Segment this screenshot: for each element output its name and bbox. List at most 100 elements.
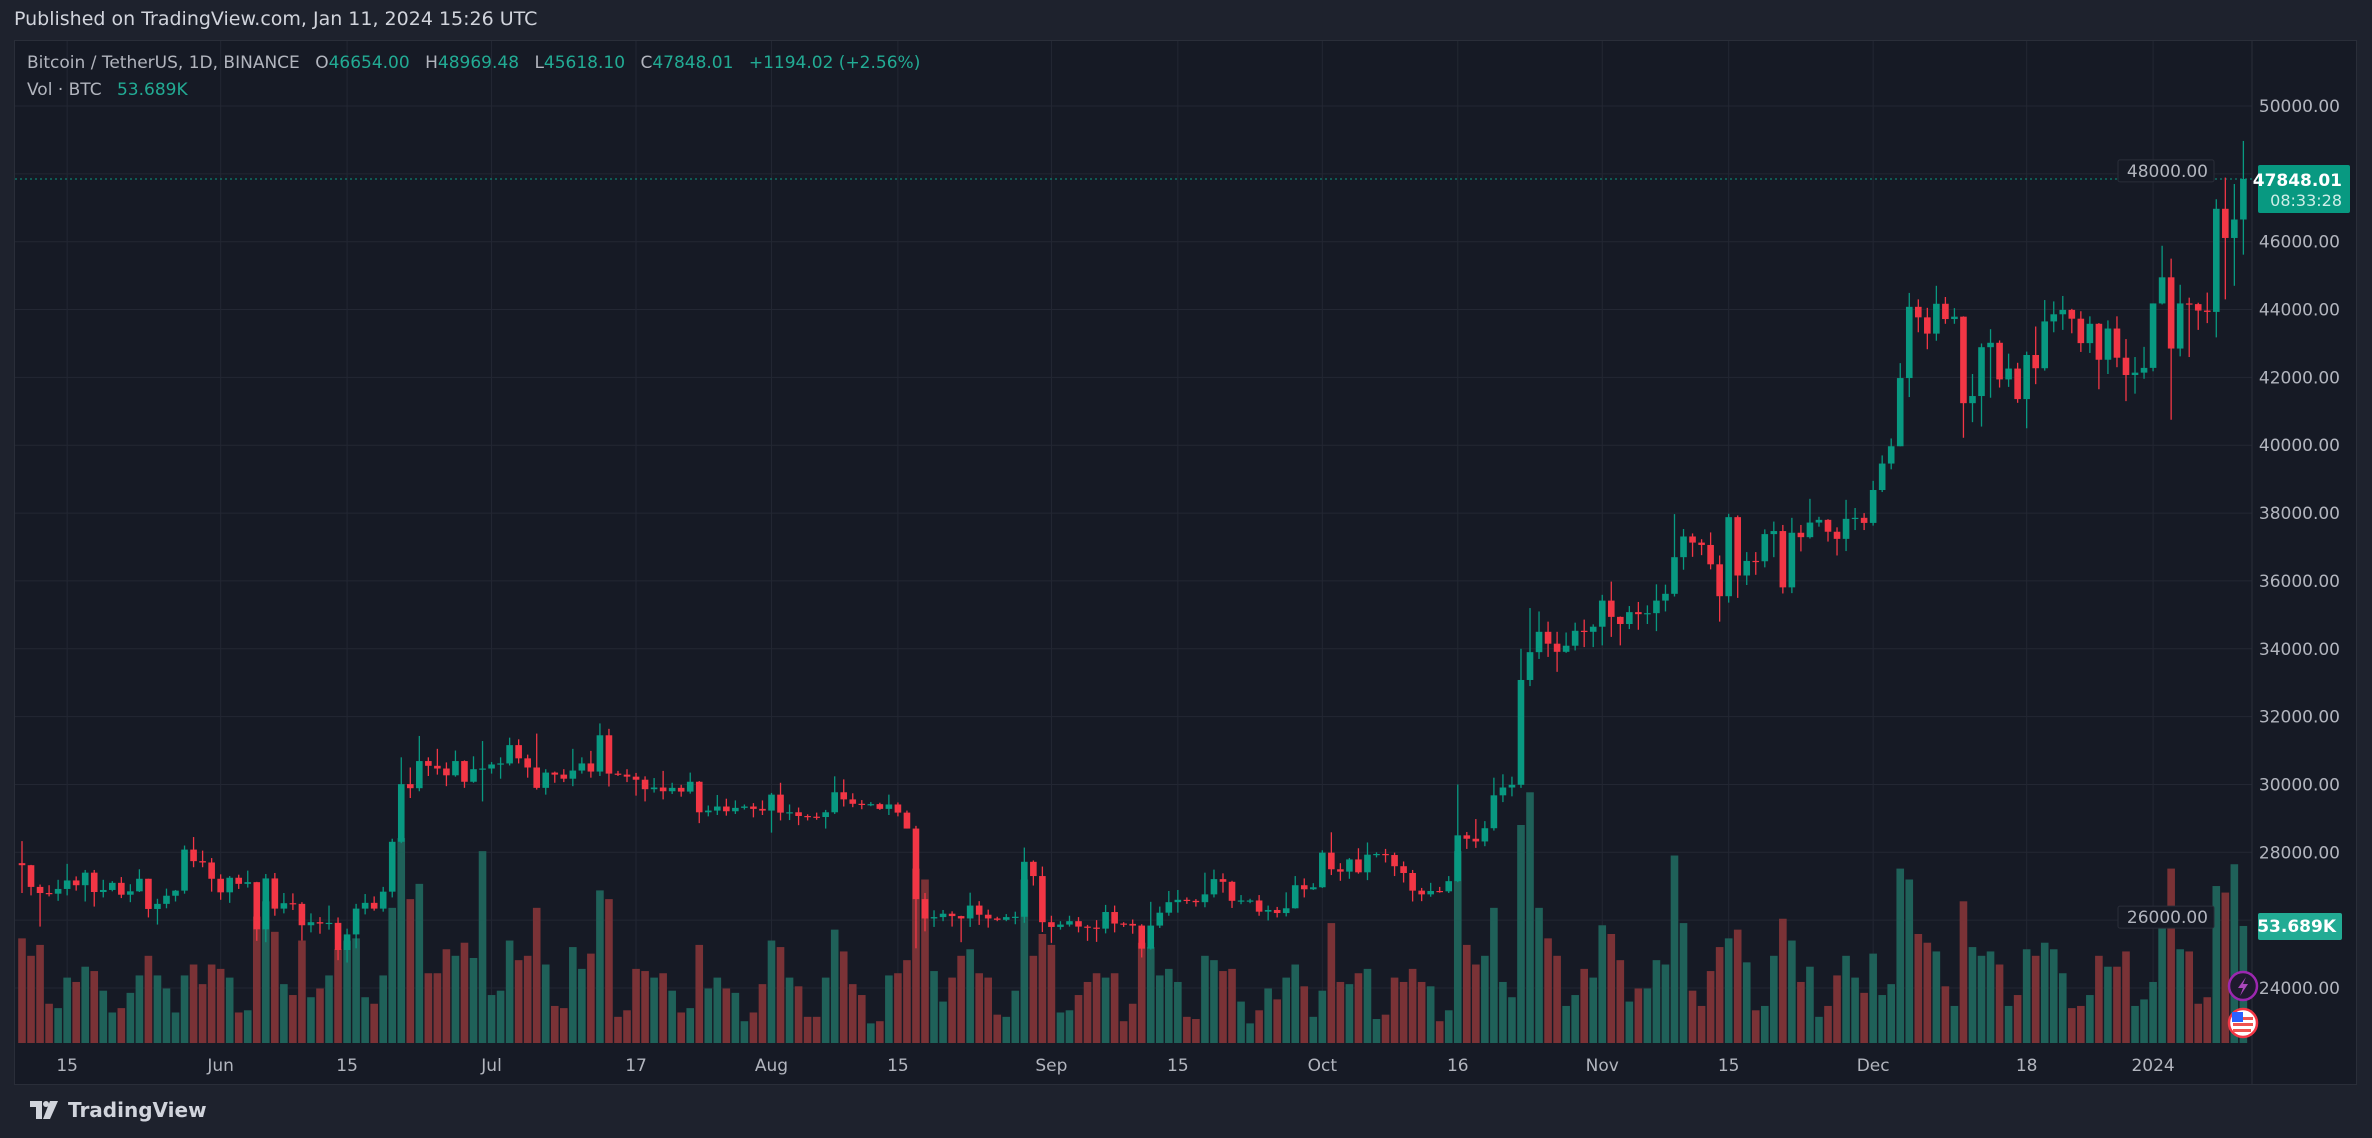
candle-body bbox=[2122, 357, 2130, 376]
candle bbox=[858, 800, 866, 810]
volume-bar bbox=[1779, 918, 1787, 1043]
candle-body bbox=[289, 903, 297, 905]
candle bbox=[903, 810, 911, 829]
candle bbox=[2113, 316, 2121, 368]
volume-bar bbox=[1724, 938, 1733, 1043]
candle-body bbox=[1400, 866, 1407, 874]
candle bbox=[1626, 606, 1633, 630]
candle bbox=[2077, 311, 2085, 352]
candle-body bbox=[1147, 925, 1155, 949]
volume-bar bbox=[469, 957, 478, 1043]
candle-body bbox=[596, 735, 604, 772]
high-label: H bbox=[425, 53, 438, 73]
volume-bar bbox=[1878, 995, 1886, 1043]
change-value: +1194.02 (+2.56%) bbox=[748, 53, 921, 73]
candle-body bbox=[1436, 890, 1444, 893]
candle bbox=[1960, 316, 1967, 438]
candle-body bbox=[966, 905, 974, 919]
candle bbox=[849, 793, 857, 808]
volume-bar bbox=[1977, 955, 1986, 1043]
ohlc-row: Bitcoin / TetherUS, 1D, BINANCE O46654.0… bbox=[27, 50, 920, 77]
candle-body bbox=[813, 816, 820, 818]
candle-body bbox=[1797, 532, 1805, 538]
candle-body bbox=[2194, 304, 2202, 311]
candle bbox=[921, 893, 929, 932]
volume-bar bbox=[1589, 977, 1598, 1043]
candle bbox=[18, 841, 26, 894]
volume-bar bbox=[2031, 955, 2040, 1043]
price-axis[interactable]: 50000.00 48000.00 46000.00 44000.00 42000.00… bbox=[2117, 97, 2340, 999]
volume-bar bbox=[1363, 968, 1372, 1043]
candle bbox=[1671, 514, 1678, 597]
volume-bar bbox=[1715, 947, 1724, 1043]
candle-body bbox=[1806, 522, 1814, 538]
candle-body bbox=[1048, 922, 1055, 927]
volume-bar bbox=[1706, 971, 1715, 1043]
candle-body bbox=[732, 807, 739, 812]
volume-bar bbox=[578, 968, 586, 1043]
candle-body bbox=[2149, 303, 2157, 368]
time-tick-label: 15 bbox=[336, 1056, 358, 1076]
time-axis[interactable]: 15 Jun 15 Jul 17 Aug 15 Sep 15 Oct 16 Nov 15 Dec 18 202… bbox=[56, 1056, 2174, 1076]
open-label: O bbox=[315, 53, 329, 73]
candle bbox=[2023, 351, 2030, 429]
symbol-name[interactable]: Bitcoin / TetherUS, 1D, BINANCE bbox=[27, 53, 300, 73]
last-price-value: 47848.01 bbox=[2253, 171, 2342, 191]
volume-bar bbox=[587, 953, 595, 1043]
lightning-event-icon[interactable] bbox=[2227, 970, 2259, 1002]
candle bbox=[72, 876, 80, 891]
volume-bar bbox=[1571, 995, 1579, 1043]
candle bbox=[397, 757, 405, 844]
candle bbox=[1896, 363, 1904, 447]
candle-body bbox=[253, 882, 261, 930]
volume-label[interactable]: Vol · BTC bbox=[27, 80, 102, 100]
candle bbox=[1978, 343, 1985, 427]
candle bbox=[2050, 301, 2058, 333]
candle-body bbox=[2158, 277, 2166, 304]
candle-body bbox=[2203, 310, 2211, 312]
volume-bar bbox=[18, 938, 26, 1043]
candle-body bbox=[984, 914, 992, 919]
candle bbox=[930, 910, 938, 927]
volume-bar bbox=[1092, 973, 1101, 1043]
candle bbox=[1264, 905, 1272, 921]
candle-body bbox=[461, 761, 468, 782]
candle-body bbox=[2104, 328, 2112, 360]
candle bbox=[2059, 295, 2067, 330]
time-tick-label: 15 bbox=[887, 1056, 909, 1076]
candle-body bbox=[1896, 378, 1904, 447]
us-flag-event-icon[interactable] bbox=[2227, 1007, 2259, 1039]
price-tick-label: 38000.00 bbox=[2259, 504, 2340, 524]
volume-bar bbox=[758, 984, 767, 1043]
volume-bar bbox=[27, 955, 35, 1043]
candle-body bbox=[1644, 613, 1651, 615]
candle bbox=[253, 881, 261, 941]
candle-body bbox=[99, 889, 107, 892]
candle bbox=[1698, 539, 1705, 556]
volume-bar bbox=[1905, 879, 1914, 1043]
candle bbox=[1869, 480, 1877, 526]
candle bbox=[867, 802, 875, 807]
candle-body bbox=[1111, 912, 1118, 924]
candle bbox=[2131, 357, 2139, 394]
candle-body bbox=[1012, 916, 1019, 918]
candle-body bbox=[1635, 612, 1642, 615]
candle-body bbox=[81, 872, 89, 886]
candle bbox=[488, 762, 495, 774]
low-label: L bbox=[534, 53, 544, 73]
candle bbox=[2014, 362, 2021, 403]
candle-body bbox=[1671, 557, 1678, 594]
candle-body bbox=[650, 787, 658, 790]
volume-bar bbox=[2140, 999, 2148, 1043]
candle-body bbox=[2014, 368, 2021, 400]
candle bbox=[262, 874, 270, 943]
candle bbox=[1156, 906, 1164, 928]
candle bbox=[596, 723, 604, 776]
candle-body bbox=[1544, 631, 1552, 644]
candle bbox=[1300, 878, 1308, 898]
volume-bar bbox=[225, 977, 234, 1043]
tradingview-logo[interactable]: TradingView bbox=[30, 1098, 207, 1122]
candle-body bbox=[307, 922, 315, 926]
